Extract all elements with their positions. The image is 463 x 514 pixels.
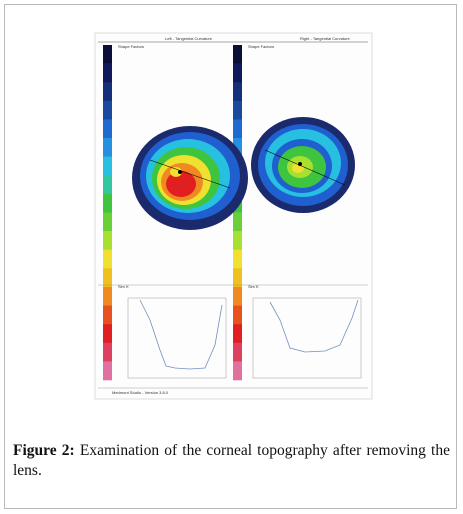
scale-swatch <box>233 268 242 288</box>
software-footer: Medmont Studio - Version 3.8.0 <box>112 390 169 395</box>
scale-swatch <box>233 45 242 64</box>
scale-swatch <box>233 231 242 251</box>
scale-swatch <box>103 175 112 195</box>
scale-swatch <box>103 138 112 157</box>
scale-swatch <box>233 100 242 120</box>
caption-text: Examination of the corneal topography af… <box>13 442 450 479</box>
scale-swatch <box>233 212 242 232</box>
caption-label: Figure 2: <box>13 442 75 459</box>
color-scales <box>103 45 242 381</box>
scale-swatch <box>233 119 242 139</box>
scale-swatch <box>103 342 112 362</box>
map-ring <box>166 171 196 197</box>
scale-swatch <box>233 249 242 269</box>
scale-swatch <box>233 138 242 157</box>
left-header: Left - Tangential Curvature <box>165 36 213 41</box>
scale-swatch <box>103 193 112 213</box>
shape-factors-left: Shape Factors <box>118 44 144 49</box>
scale-swatch <box>233 342 242 362</box>
scale-swatch <box>233 324 242 344</box>
scale-swatch <box>103 63 112 83</box>
scale-swatch <box>233 63 242 83</box>
topography-figure: Left - Tangential Curvature Right - Tang… <box>94 32 373 400</box>
scale-swatch <box>103 249 112 269</box>
scale-swatch <box>103 286 112 306</box>
shape-factors-right: Shape Factors <box>248 44 274 49</box>
profile-curve <box>269 299 359 353</box>
scale-swatch <box>103 361 112 381</box>
sim-k-left: Sim K <box>118 284 129 289</box>
scale-swatch <box>103 45 112 64</box>
profile-curve <box>139 299 223 370</box>
map-ring <box>170 167 182 177</box>
scale-swatch <box>103 119 112 139</box>
scale-swatch <box>103 82 112 102</box>
sim-k-right: Sim K <box>248 284 259 289</box>
right-map <box>251 117 355 213</box>
scale-swatch <box>233 305 242 325</box>
scale-swatch <box>103 231 112 251</box>
scale-swatch <box>103 212 112 232</box>
right-header: Right - Tangential Curvature <box>300 36 351 41</box>
figure-caption: Figure 2: Examination of the corneal top… <box>13 441 450 481</box>
left-map <box>132 126 248 230</box>
map-axis <box>264 149 346 186</box>
scale-swatch <box>103 268 112 288</box>
scale-swatch <box>233 361 242 381</box>
scale-swatch <box>103 324 112 344</box>
scale-swatch <box>103 305 112 325</box>
scale-swatch <box>233 286 242 306</box>
profile-box <box>252 297 362 379</box>
profile-box <box>127 297 227 379</box>
scale-swatch <box>103 156 112 176</box>
scale-swatch <box>233 82 242 102</box>
figure-frame <box>4 4 457 509</box>
scale-swatch <box>103 100 112 120</box>
map-axis <box>149 159 231 189</box>
